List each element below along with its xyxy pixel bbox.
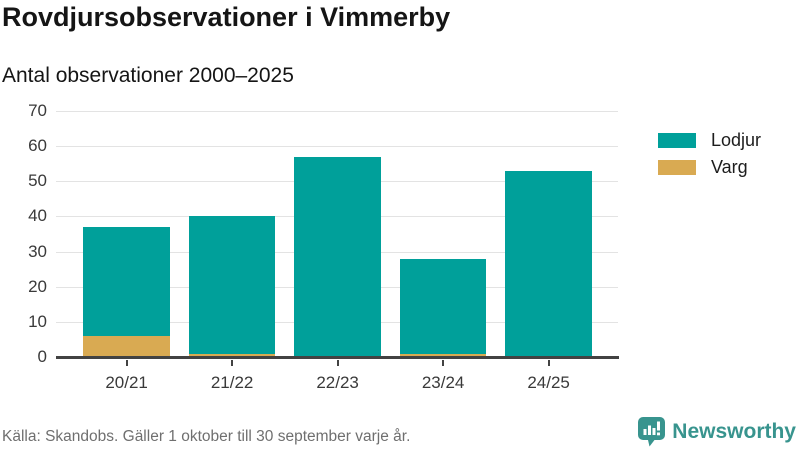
legend-swatch-varg [658,160,696,175]
bar-segment-lodjur-21/22 [188,216,276,354]
legend-label-varg: Varg [711,157,748,177]
bar-segment-varg-23/24 [399,353,487,357]
y-tick-label-0: 0 [37,347,47,366]
bar-segment-lodjur-20/21 [83,226,170,336]
bar-segment-lodjur-22/23 [294,156,381,357]
newsworthy-icon [638,417,666,447]
plot-area: 20/21 21/22 22/23 23/24 24/25 [56,111,618,392]
x-tick-label-22/23: 22/23 [316,373,359,392]
x-tick-label-20/21: 20/21 [105,373,148,392]
x-axis-line [56,356,619,359]
chart-title: Rovdjursobservationer i Vimmerby [2,2,451,32]
bar-segment-varg-21/22 [188,353,276,357]
newsworthy-logo: Newsworthy [637,416,796,447]
bar-segment-lodjur-23/24 [399,258,487,354]
x-tick-22/23 [336,360,339,366]
x-tick-20/21 [125,360,128,366]
gridline-70 [56,111,618,112]
legend-label-lodjur: Lodjur [711,130,762,150]
bar-segment-lodjur-24/25 [505,170,592,357]
y-tick-label-30: 30 [28,241,47,261]
x-tick-label-23/24: 23/24 [421,373,465,392]
source-note: Källa: Skandobs. Gäller 1 oktober till 3… [2,428,411,445]
legend-swatch-lodjur [658,133,696,148]
legend-item-lodjur: Lodjur [658,127,761,154]
legend-item-varg: Varg [658,154,761,181]
y-tick-label-60: 60 [28,136,47,156]
bar-segment-varg-20/21 [83,335,170,357]
x-tick-label-24/25: 24/25 [527,373,570,392]
gridline-60 [56,146,618,148]
y-tick-label-10: 10 [28,311,47,331]
x-tick-24/25 [547,360,550,366]
x-tick-label-21/22: 21/22 [210,373,254,392]
y-tick-label-40: 40 [28,206,47,226]
brand-name: Newsworthy [672,419,796,443]
y-tick-label-20: 20 [28,276,47,296]
y-tick-label-50: 50 [28,171,47,191]
y-tick-label-70: 70 [28,101,47,120]
x-tick-23/24 [442,360,445,366]
x-tick-21/22 [231,360,234,366]
chart-subtitle: Antal observationer 2000–2025 [2,64,294,87]
legend: Lodjur Varg [658,127,761,181]
